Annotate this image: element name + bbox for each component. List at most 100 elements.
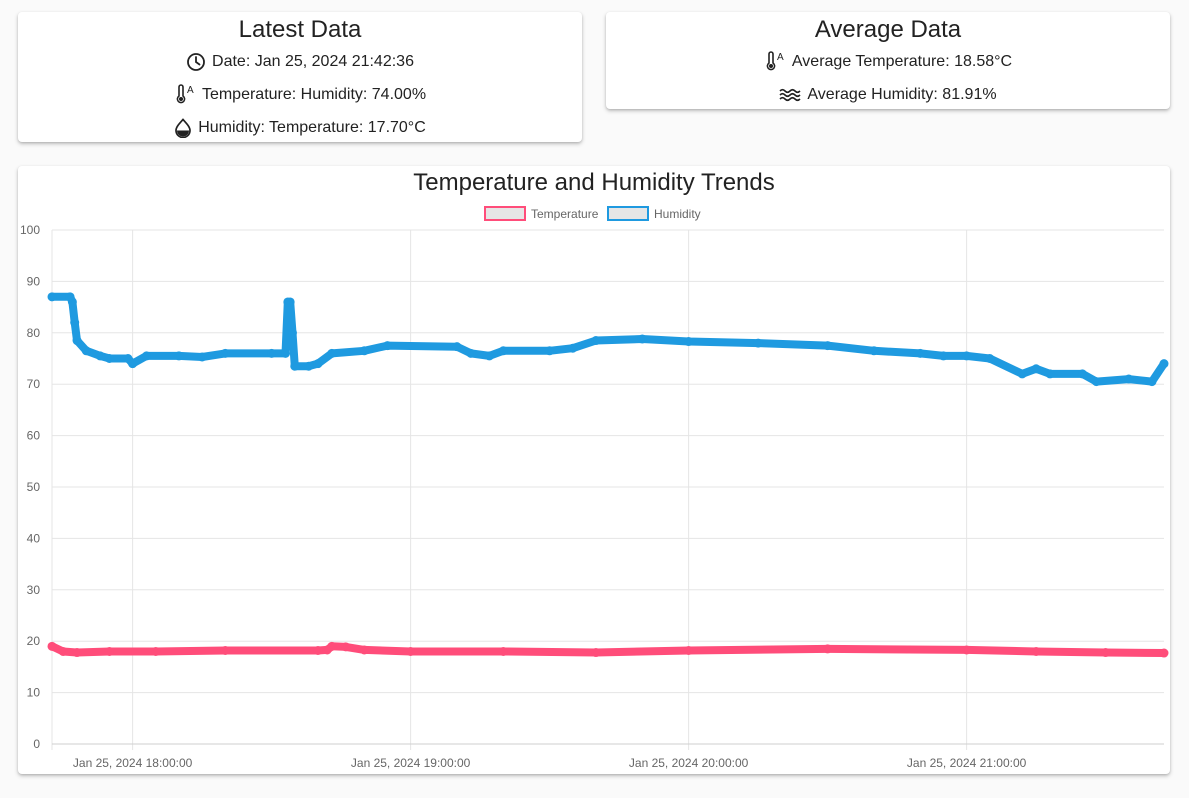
humidity-data-point[interactable] bbox=[327, 348, 337, 358]
humidity-data-point[interactable] bbox=[128, 359, 138, 369]
humidity-data-point[interactable] bbox=[267, 348, 277, 358]
temperature-data-point[interactable] bbox=[151, 646, 161, 656]
humidity-data-point[interactable] bbox=[313, 359, 323, 369]
temperature-data-point[interactable] bbox=[1031, 646, 1041, 656]
humidity-data-point[interactable] bbox=[104, 354, 114, 363]
humidity-data-point[interactable] bbox=[753, 338, 763, 348]
humidity-data-point[interactable] bbox=[637, 334, 647, 344]
humidity-data-point[interactable] bbox=[81, 346, 91, 356]
humidity-data-point[interactable] bbox=[568, 343, 578, 353]
temperature-data-point[interactable] bbox=[591, 648, 601, 658]
y-tick-label: 80 bbox=[27, 326, 41, 340]
y-tick-label: 70 bbox=[27, 377, 41, 391]
humidity-data-point[interactable] bbox=[466, 348, 476, 358]
average-data-title: Average Data bbox=[814, 16, 962, 43]
humidity-data-point[interactable] bbox=[220, 348, 230, 358]
y-tick-label: 40 bbox=[27, 531, 41, 545]
humidity-data-point[interactable] bbox=[1017, 369, 1027, 379]
svg-text:A: A bbox=[187, 85, 194, 96]
x-tick-label: Jan 25, 2024 18:00:00 bbox=[73, 756, 193, 770]
temperature-data-point[interactable] bbox=[823, 644, 833, 654]
humidity-data-point[interactable] bbox=[70, 318, 80, 328]
temperature-data-point[interactable] bbox=[406, 646, 416, 656]
temperature-data-point[interactable] bbox=[341, 642, 351, 652]
temperature-data-point[interactable] bbox=[498, 646, 508, 656]
average-temperature-text: Average Temperature: 18.58°C bbox=[791, 52, 1013, 70]
temperature-data-point[interactable] bbox=[962, 645, 972, 655]
average-humidity-text: Average Humidity: 81.91% bbox=[807, 85, 997, 103]
humidity-data-point[interactable] bbox=[1031, 364, 1041, 374]
thermometer-icon: A bbox=[764, 50, 786, 73]
humidity-data-point[interactable] bbox=[47, 292, 57, 302]
humidity-data-point[interactable] bbox=[1077, 369, 1087, 379]
humidity-data-point[interactable] bbox=[869, 346, 879, 356]
humidity-data-point[interactable] bbox=[1159, 359, 1169, 369]
humidity-data-point[interactable] bbox=[142, 351, 152, 361]
latest-data-card: Latest Data Date: Jan 25, 2024 21:42:36 … bbox=[18, 12, 582, 142]
legend-swatch-humidity bbox=[607, 206, 649, 221]
temperature-data-point[interactable] bbox=[359, 645, 369, 655]
legend-item-temperature[interactable]: Temperature bbox=[484, 206, 599, 221]
legend-item-humidity[interactable]: Humidity bbox=[607, 206, 701, 221]
x-tick-label: Jan 25, 2024 20:00:00 bbox=[629, 756, 749, 770]
latest-temperature-text: Temperature: Humidity: 74.00% bbox=[201, 85, 427, 103]
temperature-data-point[interactable] bbox=[313, 645, 323, 655]
temperature-data-point[interactable] bbox=[684, 645, 694, 655]
temperature-data-point[interactable] bbox=[104, 646, 114, 656]
humidity-data-point[interactable] bbox=[1091, 377, 1101, 387]
x-tick-label: Jan 25, 2024 21:00:00 bbox=[907, 756, 1027, 770]
temperature-data-point[interactable] bbox=[220, 645, 230, 655]
humidity-data-point[interactable] bbox=[962, 351, 972, 361]
humidity-data-point[interactable] bbox=[359, 346, 369, 356]
svg-text:A: A bbox=[777, 52, 784, 63]
clock-icon bbox=[186, 52, 206, 72]
y-tick-label: 50 bbox=[27, 480, 41, 494]
temperature-data-point[interactable] bbox=[1101, 648, 1111, 658]
latest-humidity-row: Humidity: Temperature: 17.70°C bbox=[18, 111, 582, 144]
y-tick-label: 100 bbox=[20, 223, 40, 237]
humidity-data-point[interactable] bbox=[95, 351, 105, 361]
trends-chart-card: Temperature and Humidity Trends Temperat… bbox=[18, 166, 1170, 774]
legend-label-humidity: Humidity bbox=[654, 207, 701, 221]
temperature-data-point[interactable] bbox=[47, 641, 57, 651]
humidity-data-point[interactable] bbox=[823, 341, 833, 351]
humidity-data-point[interactable] bbox=[72, 336, 82, 346]
humidity-data-point[interactable] bbox=[684, 337, 694, 347]
y-tick-label: 0 bbox=[33, 737, 40, 751]
humidity-data-point[interactable] bbox=[938, 351, 948, 361]
humidity-data-point[interactable] bbox=[281, 348, 291, 358]
temperature-data-point[interactable] bbox=[327, 641, 337, 651]
humidity-data-point[interactable] bbox=[1045, 369, 1055, 379]
humidity-data-point[interactable] bbox=[67, 297, 77, 307]
temperature-data-point[interactable] bbox=[1159, 648, 1169, 658]
humidity-data-point[interactable] bbox=[1147, 377, 1157, 387]
temperature-data-point[interactable] bbox=[72, 648, 82, 658]
thermometer-icon: A bbox=[174, 83, 196, 106]
humidity-data-point[interactable] bbox=[123, 354, 133, 363]
humidity-data-point[interactable] bbox=[290, 361, 300, 371]
y-tick-label: 30 bbox=[27, 583, 41, 597]
temperature-data-point[interactable] bbox=[58, 646, 68, 656]
humidity-data-point[interactable] bbox=[304, 361, 314, 371]
chart-title: Temperature and Humidity Trends bbox=[413, 169, 775, 196]
legend-label-temperature: Temperature bbox=[531, 207, 599, 221]
average-data-card: Average Data A Average Temperature: 18.5… bbox=[606, 12, 1170, 109]
humidity-data-point[interactable] bbox=[498, 346, 508, 356]
x-tick-label: Jan 25, 2024 19:00:00 bbox=[351, 756, 471, 770]
humidity-data-point[interactable] bbox=[985, 354, 995, 363]
humidity-data-point[interactable] bbox=[174, 351, 184, 361]
humidity-data-point[interactable] bbox=[484, 351, 494, 361]
humidity-data-point[interactable] bbox=[591, 336, 601, 346]
y-tick-label: 60 bbox=[27, 429, 41, 443]
humidity-data-point[interactable] bbox=[285, 297, 295, 307]
humidity-data-point[interactable] bbox=[915, 348, 925, 358]
humidity-data-point[interactable] bbox=[382, 341, 392, 351]
humidity-data-point[interactable] bbox=[287, 328, 297, 338]
temperature-series-line bbox=[48, 642, 1168, 657]
y-tick-label: 90 bbox=[27, 274, 41, 288]
humidity-data-point[interactable] bbox=[197, 352, 207, 362]
humidity-data-point[interactable] bbox=[1124, 374, 1134, 384]
humidity-data-point[interactable] bbox=[452, 342, 462, 352]
latest-date-row: Date: Jan 25, 2024 21:42:36 bbox=[18, 45, 582, 78]
humidity-data-point[interactable] bbox=[545, 346, 555, 356]
